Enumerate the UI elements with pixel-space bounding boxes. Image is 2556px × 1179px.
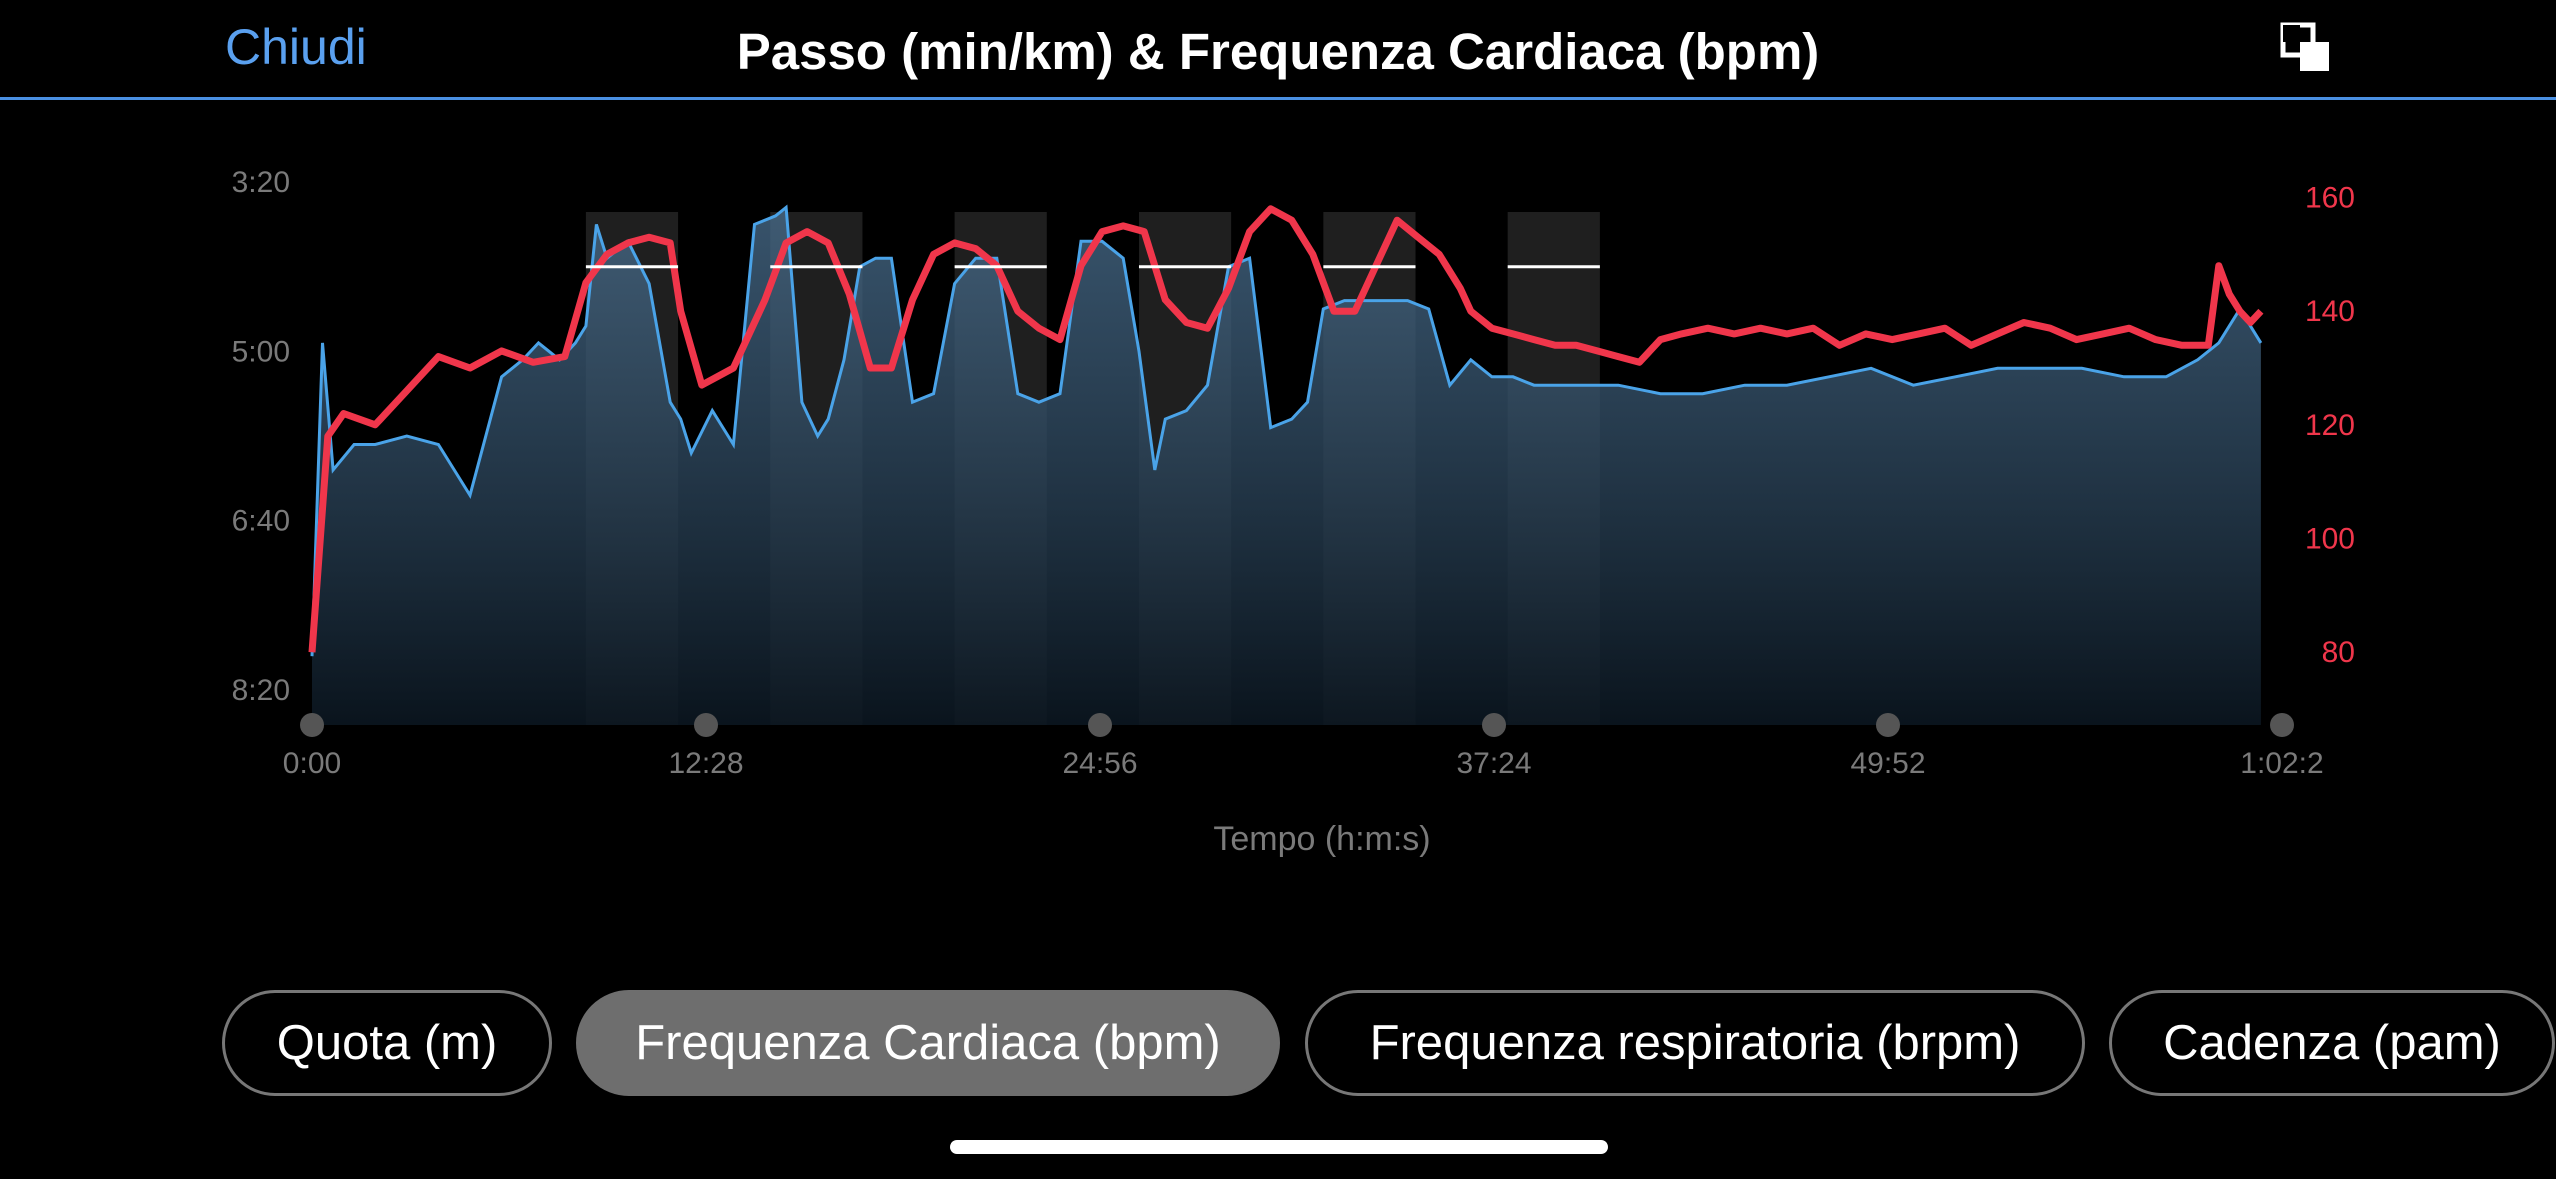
x-tick-label: 37:24 — [1456, 747, 1531, 780]
y-left-tick-label: 8:20 — [232, 674, 290, 707]
y-left-tick-label: 5:00 — [232, 335, 290, 368]
top-bar: Chiudi Passo (min/km) & Frequenza Cardia… — [0, 0, 2556, 100]
x-tick-marker — [1876, 713, 1900, 737]
chip-frequenza-respiratoria[interactable]: Frequenza respiratoria (brpm) — [1305, 990, 2085, 1096]
x-tick-label: 1:02:2 — [2240, 747, 2323, 780]
chip-frequenza-cardiaca[interactable]: Frequenza Cardiaca (bpm) — [576, 990, 1280, 1096]
y-right-tick-label: 120 — [2305, 409, 2355, 442]
x-tick-marker — [694, 713, 718, 737]
x-tick-marker — [300, 713, 324, 737]
home-indicator — [950, 1140, 1608, 1154]
close-button[interactable]: Chiudi — [225, 19, 367, 75]
expand-icon[interactable] — [2280, 22, 2332, 74]
x-tick-marker — [1482, 713, 1506, 737]
page-title: Passo (min/km) & Frequenza Cardiaca (bpm… — [736, 23, 1820, 80]
y-right-tick-label: 100 — [2305, 523, 2355, 556]
x-tick-label: 24:56 — [1062, 747, 1137, 780]
pace-heart-rate-chart: 3:20 5:00 6:40 8:20 160 140 120 100 80 0:00 12:2… — [232, 166, 2355, 858]
x-tick-marker — [1088, 713, 1112, 737]
y-right-tick-label: 80 — [2322, 636, 2355, 669]
x-tick-marker — [2270, 713, 2294, 737]
x-axis-title: Tempo (h:m:s) — [1213, 820, 1430, 858]
x-tick-label: 0:00 — [283, 747, 341, 780]
chip-quota[interactable]: Quota (m) — [222, 990, 552, 1096]
chip-cadenza[interactable]: Cadenza (pam) — [2109, 990, 2555, 1096]
heart-rate-line — [308, 205, 2264, 653]
x-tick-label: 49:52 — [1850, 747, 1925, 780]
y-left-tick-label: 3:20 — [232, 166, 290, 199]
pace-line — [310, 204, 2263, 657]
pace-area — [312, 207, 2261, 725]
y-right-tick-label: 160 — [2305, 181, 2355, 214]
y-left-tick-label: 6:40 — [232, 505, 290, 538]
x-tick-label: 12:28 — [668, 747, 743, 780]
y-right-tick-label: 140 — [2305, 295, 2355, 328]
